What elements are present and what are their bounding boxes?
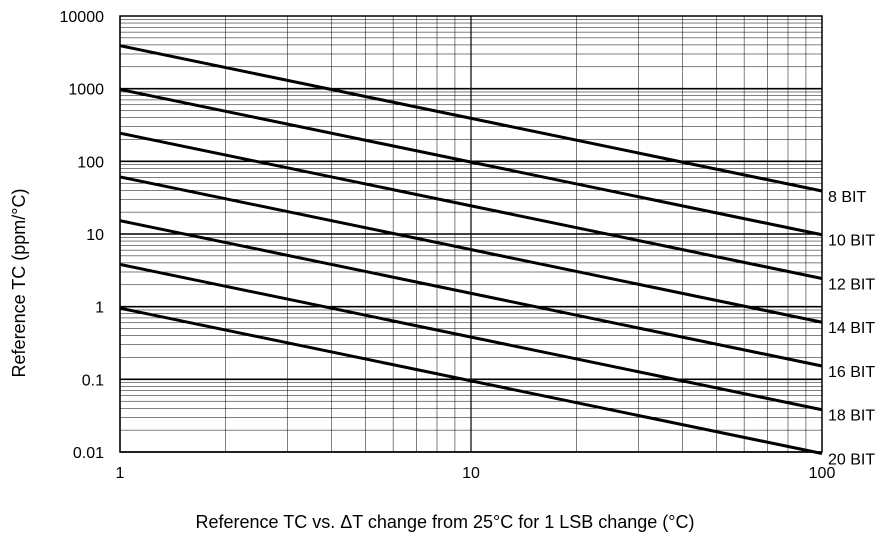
y-axis-title: Reference TC (ppm/°C) — [9, 189, 29, 378]
series-label-18-bit: 18 BIT — [828, 408, 875, 425]
series-label-12-bit: 12 BIT — [828, 276, 875, 293]
x-tick-label: 100 — [809, 465, 836, 482]
series-line-10-bit — [119, 87, 823, 237]
series-label-20-bit: 20 BIT — [828, 451, 875, 468]
series-label-14-bit: 14 BIT — [828, 320, 875, 337]
series-line-12-bit — [119, 131, 823, 280]
x-tick-label: 10 — [462, 465, 480, 482]
y-tick-label: 1000 — [68, 82, 104, 99]
series-line-20-bit — [119, 306, 823, 455]
series-line-14-bit — [119, 175, 823, 324]
series-line-18-bit — [119, 262, 823, 412]
series-label-16-bit: 16 BIT — [828, 364, 875, 381]
series-line-16-bit — [119, 219, 823, 368]
series-line-8-bit — [119, 44, 823, 193]
y-tick-label: 10000 — [60, 9, 105, 26]
y-tick-labels: 0.01 0.1 1 10 100 1000 10000 — [60, 9, 105, 462]
x-tick-label: 1 — [116, 465, 125, 482]
series-label-8-bit: 8 BIT — [828, 189, 866, 206]
y-tick-label: 100 — [77, 154, 104, 171]
series-lines — [119, 44, 823, 455]
x-tick-labels: 1 10 100 — [116, 465, 836, 482]
y-tick-label: 1 — [95, 300, 104, 317]
y-tick-label: 10 — [86, 227, 104, 244]
x-axis-title: Reference TC vs. ΔT change from 25°C for… — [196, 512, 695, 532]
series-label-10-bit: 10 BIT — [828, 233, 875, 250]
y-tick-label: 0.01 — [73, 445, 104, 462]
series-labels: 8 BIT 10 BIT 12 BIT 14 BIT 16 BIT 18 BIT 20 BI… — [828, 189, 875, 468]
y-tick-label: 0.1 — [82, 372, 104, 389]
